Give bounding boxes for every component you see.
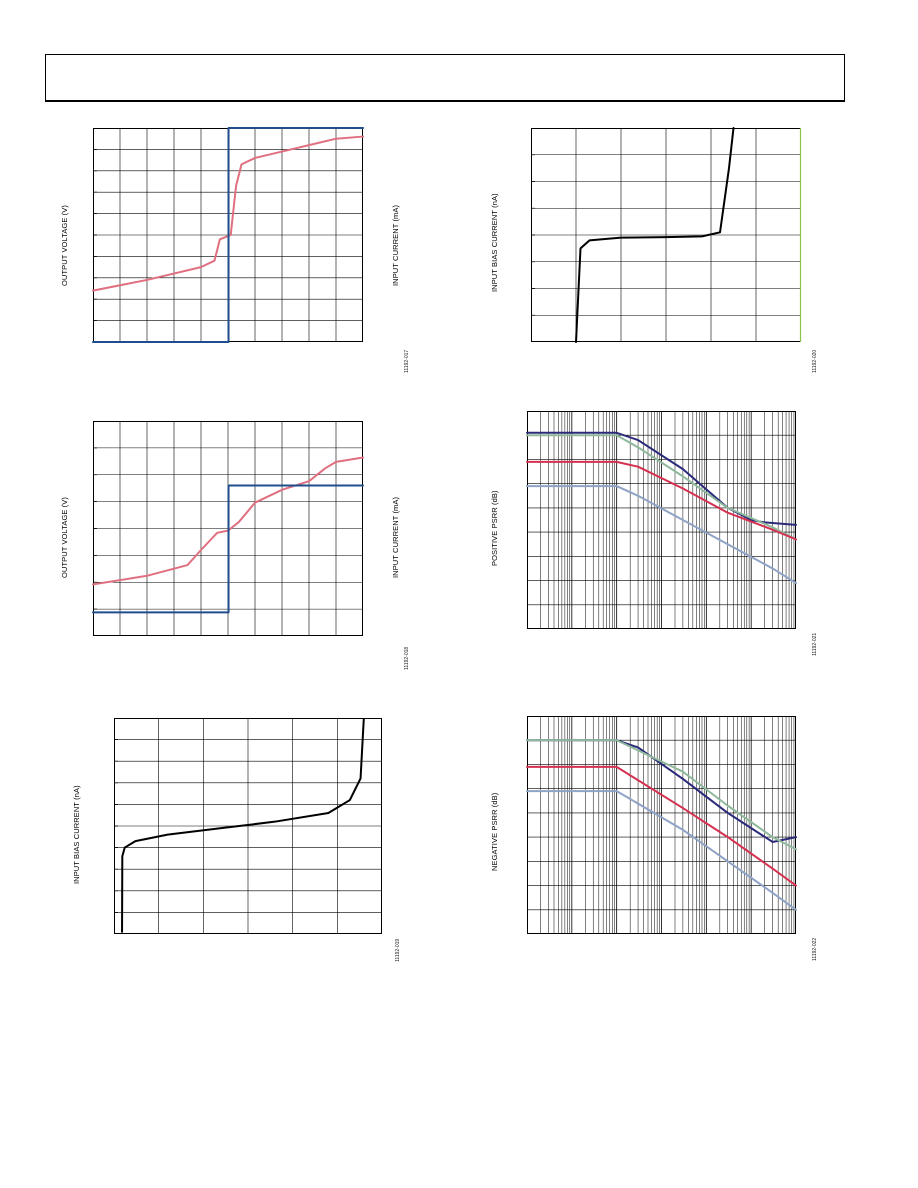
series-line-2 — [526, 460, 797, 541]
figure-20-chart — [531, 127, 802, 343]
figure-22-id: 11192-022 — [812, 937, 818, 961]
plot-frame — [527, 411, 796, 629]
figure-17-chart — [92, 127, 364, 343]
series-line-0 — [575, 127, 735, 343]
series-line-1 — [526, 739, 797, 851]
grid — [527, 716, 796, 934]
figure-22-chart — [526, 716, 797, 934]
figure-18-chart — [92, 421, 364, 636]
figure-17-y2label: INPUT CURRENT (mA) — [391, 204, 400, 286]
figure-21-id: 11192-021 — [812, 632, 818, 656]
page-header-box — [45, 54, 845, 102]
series-line-1 — [526, 434, 797, 541]
grid — [527, 411, 796, 629]
series-line-3 — [526, 790, 797, 911]
figure-19-chart — [114, 718, 382, 934]
figure-19-id: 11192-019 — [395, 938, 401, 962]
plot-frame — [93, 421, 363, 636]
series-line-1 — [92, 484, 364, 614]
figure-18-y2label: INPUT CURRENT (mA) — [391, 496, 400, 578]
figure-21-chart — [526, 411, 797, 629]
figure-22-ylabel: NEGATIVE PSRR (dB) — [490, 792, 499, 871]
series-line-0 — [92, 456, 364, 586]
figure-20-ylabel: INPUT BIAS CURRENT (nA) — [490, 193, 499, 292]
page-header-rule — [45, 100, 845, 102]
figure-18-id: 11192-018 — [404, 646, 410, 670]
plot-frame — [114, 718, 382, 934]
grid — [114, 718, 382, 934]
series-line-2 — [526, 765, 797, 887]
figure-19-ylabel: INPUT BIAS CURRENT (nA) — [72, 785, 81, 884]
figure-17-ylabel: OUTPUT VOLTAGE (V) — [60, 205, 69, 286]
plot-frame — [527, 716, 796, 934]
series-line-0 — [92, 135, 364, 292]
figure-18-ylabel: OUTPUT VOLTAGE (V) — [60, 497, 69, 578]
grid — [531, 128, 801, 342]
figure-20-id: 11192-020 — [812, 349, 818, 373]
series-line-1 — [92, 127, 364, 343]
figure-17-id: 11192-017 — [404, 349, 410, 373]
series-line-0 — [121, 718, 365, 933]
figure-21-ylabel: POSITIVE PSRR (dB) — [490, 490, 499, 566]
series-line-3 — [526, 485, 797, 584]
